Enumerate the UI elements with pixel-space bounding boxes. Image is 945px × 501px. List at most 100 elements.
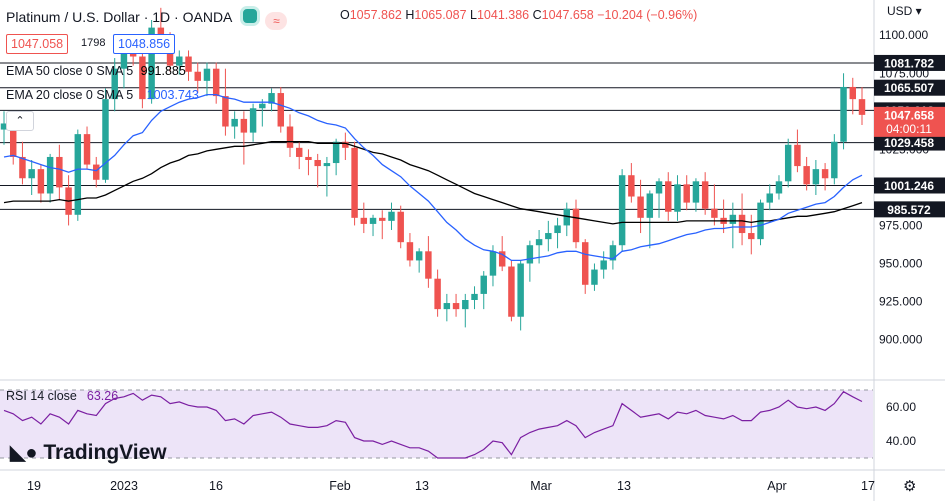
candle [259,99,266,127]
tradingview-logo: ◣● TradingView [10,441,167,464]
candle [711,184,718,226]
candle [683,175,690,211]
candle [434,269,441,317]
candle [526,240,534,282]
settings-gear-icon[interactable]: ⚙ [903,478,917,495]
candle [821,163,829,191]
candle [563,202,571,237]
level-price-label: 1001.246 [884,179,934,193]
candle [286,114,294,157]
candle [28,160,35,195]
candle [397,205,404,249]
candle [729,202,737,249]
candle [849,77,857,115]
ema20-line [3,93,863,262]
candle [0,111,8,145]
candle [628,163,635,203]
candle [332,138,340,176]
candle [369,214,377,237]
candle [351,141,358,226]
time-tick-label: 2023 [110,479,138,493]
candle [56,144,63,200]
ema20-legend[interactable]: EMA 20 close 0 SMA 5 1003.743 [6,88,199,102]
candle [185,50,192,81]
level-price-tag [874,134,945,151]
candle [858,86,866,125]
spread-value: 1798 [81,37,106,49]
candle [545,220,552,252]
candle [674,175,681,221]
candle [637,179,644,234]
last-price-label: 1047.658 [884,108,934,122]
candle [388,202,395,230]
level-price-tag [874,54,945,71]
candle [277,86,285,133]
rsi-band [0,390,873,458]
high-value: 1065.087 [414,8,467,22]
candle [83,126,91,170]
candle [572,199,580,249]
candle [535,230,543,264]
candle [360,202,368,234]
candle [452,293,460,317]
market-status-icon[interactable] [239,6,260,26]
candle [314,153,321,188]
candle [176,50,183,75]
ema50-legend[interactable]: EMA 50 close 0 SMA 5 991.885 [6,64,186,78]
candle [471,286,478,310]
candle [517,260,524,331]
currency-selector[interactable]: USD ▾ [887,4,922,18]
candle [508,260,515,322]
candle [701,172,709,215]
candle [489,245,497,287]
candle [600,251,607,279]
time-tick-label: Mar [530,479,552,493]
candle [240,111,248,165]
candle [249,103,257,142]
candle [323,156,331,197]
candle [148,20,155,104]
candle [231,111,238,139]
price-tick-label: 975.000 [879,218,923,232]
buy-price-button[interactable]: 1048.856 [113,34,176,54]
sell-price-button[interactable]: 1047.058 [6,34,69,54]
candle [203,62,211,97]
candle [840,73,847,150]
candle [415,248,423,273]
candle [222,68,229,136]
candle [784,138,792,188]
candle [609,240,617,270]
last-price-tag [874,106,945,137]
level-price-label: 1029.458 [884,136,934,150]
level-price-tag [874,177,945,194]
candle [379,210,386,240]
price-tick-label: 925.000 [879,295,923,309]
candle [803,156,810,191]
candle [194,62,201,94]
candle [443,293,451,322]
rsi-tick-label: 60.00 [886,400,916,414]
close-value: 1047.658 [541,8,594,22]
candle [46,153,54,203]
candle [794,129,801,173]
candle [775,175,783,200]
candle [766,184,773,211]
wave-icon[interactable]: ≈ [265,12,288,30]
candle [480,271,487,310]
symbol-title[interactable]: Platinum / U.S. Dollar · 1D · OANDA [6,9,232,25]
ema50-value: 991.885 [140,64,186,78]
candle [342,132,349,160]
rsi-legend[interactable]: RSI 14 close 63.26 [6,389,119,403]
chart-header: Platinum / U.S. Dollar · 1D · OANDA ≈ [6,6,288,30]
candle [692,178,700,212]
candle [646,190,654,249]
time-tick-label: 16 [209,479,223,493]
time-tick-label: 13 [415,479,429,493]
collapse-legend-icon[interactable]: ⌃ [6,111,34,131]
ema50-line [3,141,863,225]
candle [655,178,663,218]
change-value: −10.204 (−0.96%) [597,8,698,22]
candle [591,263,598,291]
ohlc-values: O1057.862 H1065.087 L1041.386 C1047.658 … [340,8,698,22]
